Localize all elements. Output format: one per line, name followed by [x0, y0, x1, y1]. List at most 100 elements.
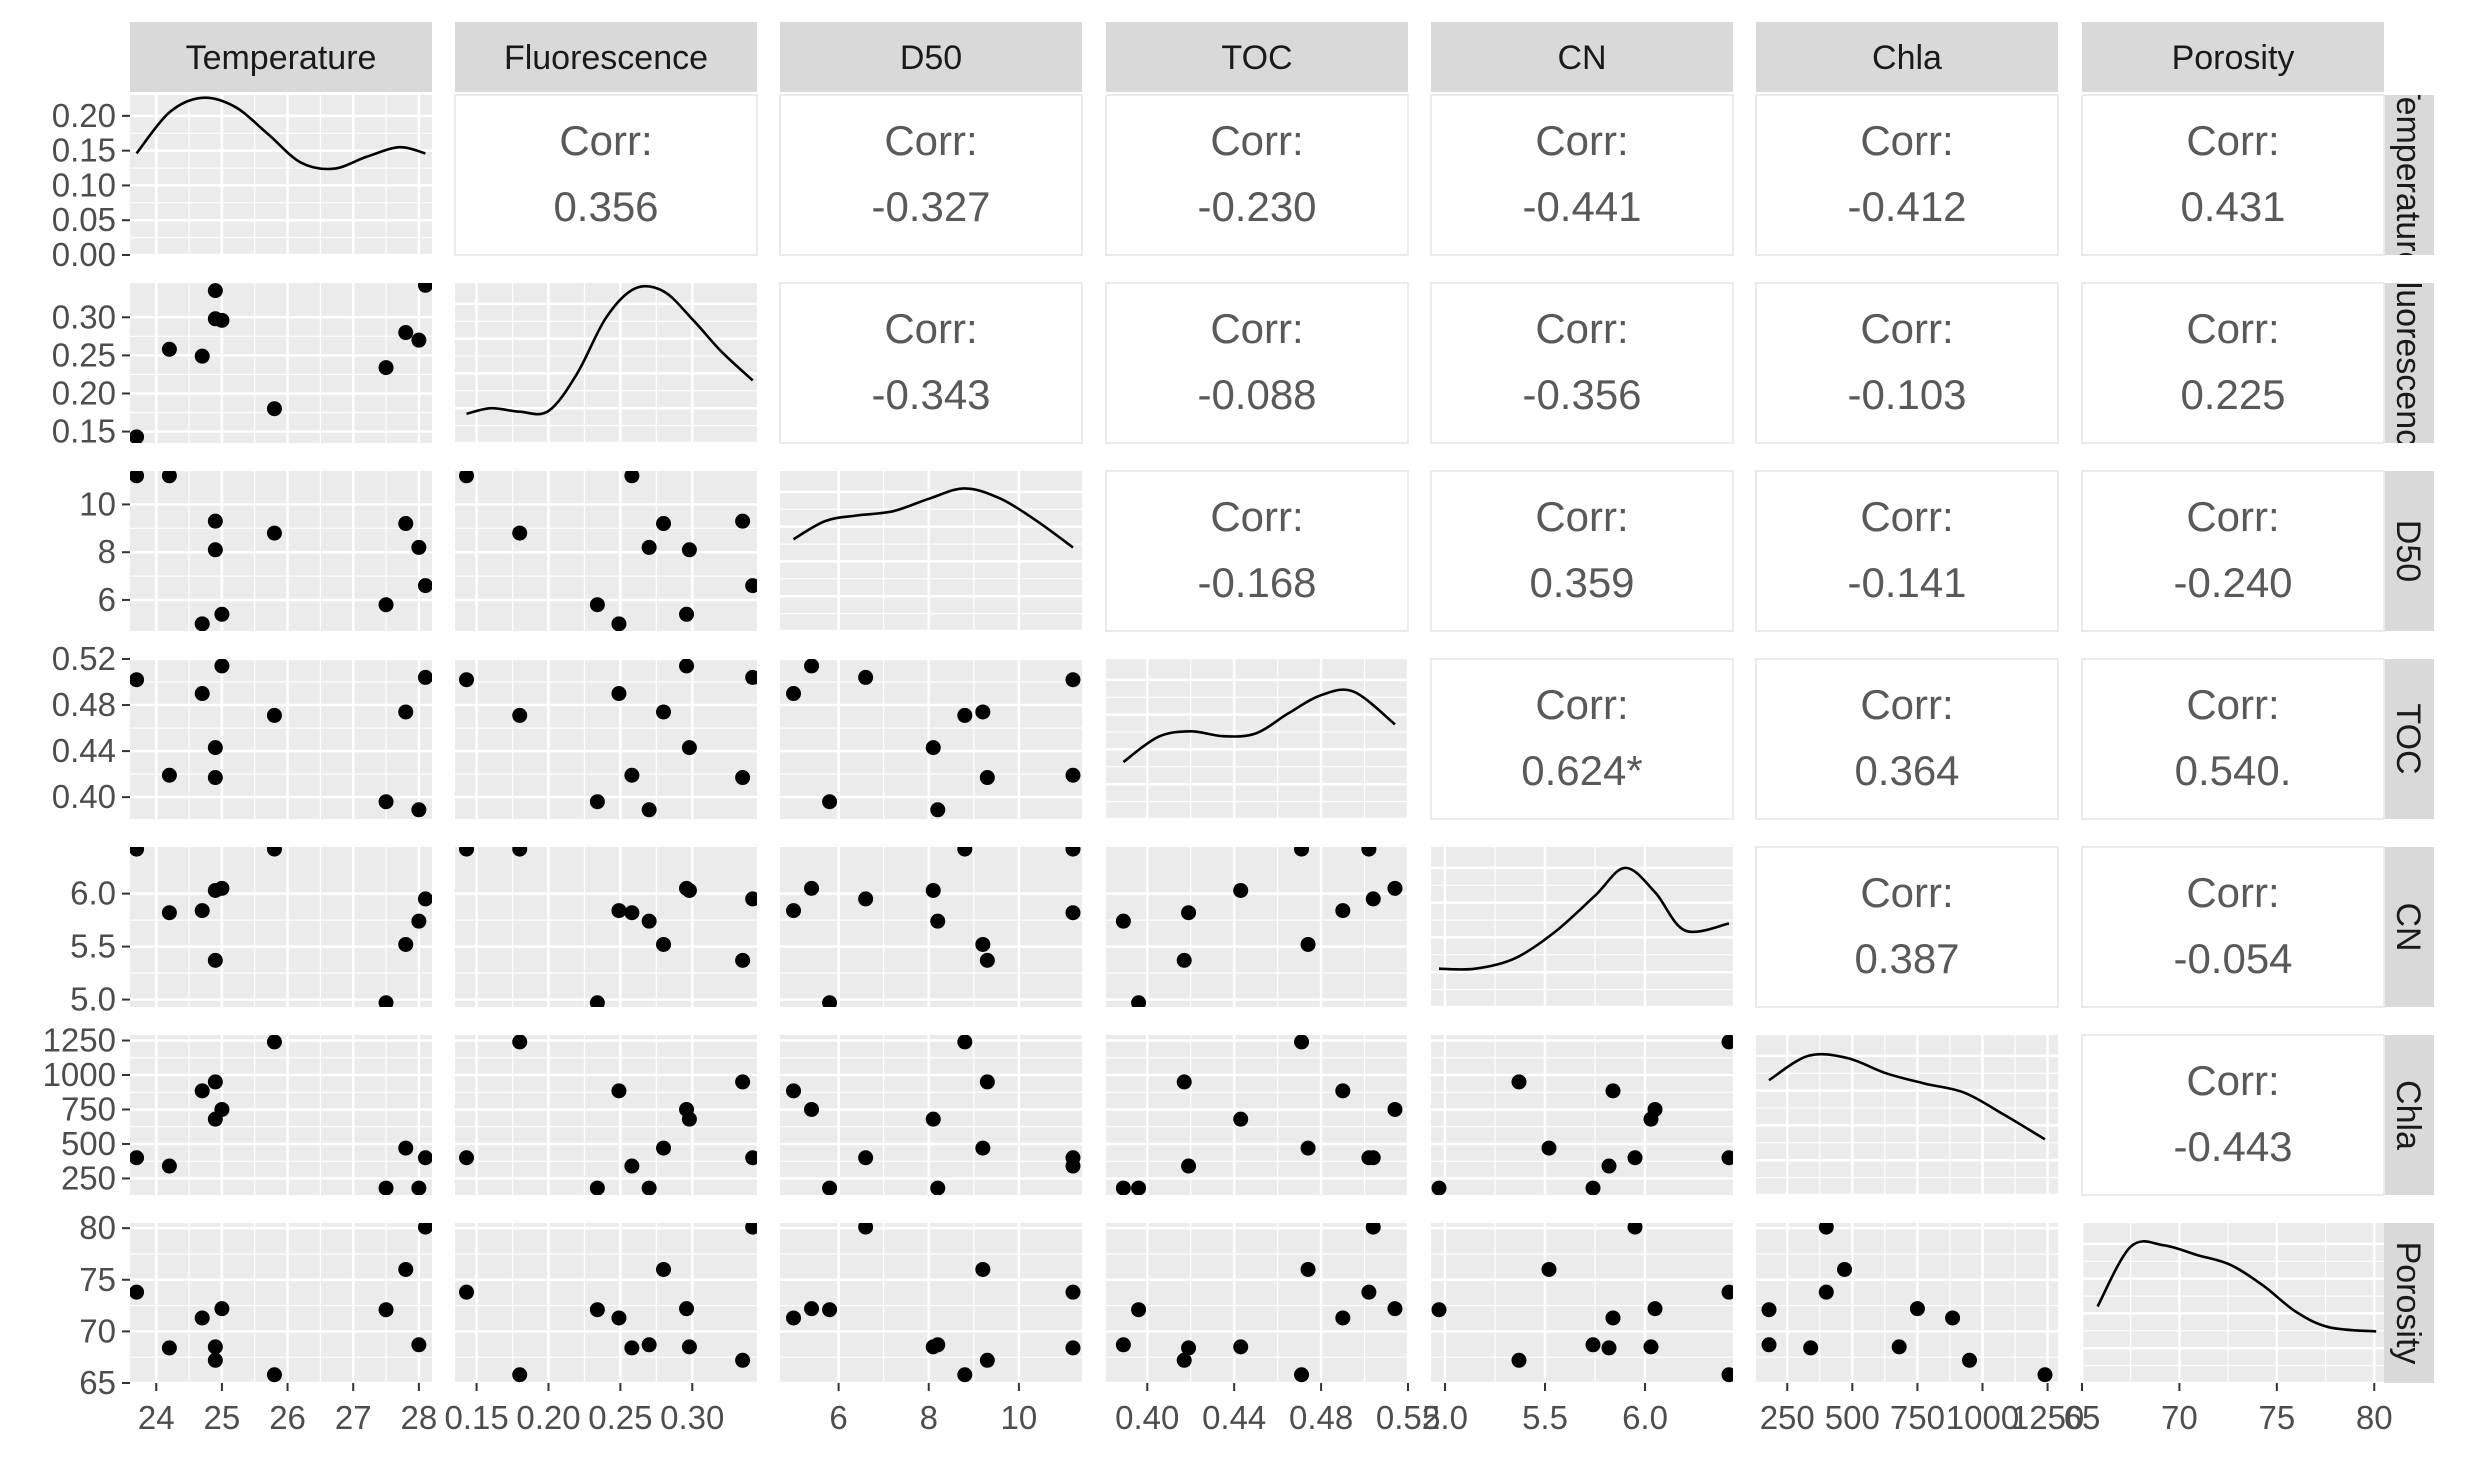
x-tick-label: 10 [1001, 1399, 1038, 1436]
scatter-point [679, 659, 695, 674]
panel-grid [455, 657, 757, 819]
scatter-point [975, 1140, 991, 1156]
corr-label: Corr: [884, 117, 977, 164]
scatter-point [459, 1150, 475, 1166]
scatter-point [589, 597, 605, 613]
scatter-point [194, 1083, 210, 1099]
scatter-point [1761, 1337, 1777, 1353]
y-tick-label: 8 [98, 533, 116, 570]
x-tick-label: 26 [269, 1399, 306, 1436]
scatter-point [930, 1337, 946, 1353]
scatter-point [161, 905, 177, 921]
column-strip [1431, 22, 1733, 92]
x-tick-label: 0.30 [660, 1399, 724, 1436]
row-label: Temperature [2389, 80, 2427, 271]
scatter-point [1365, 1223, 1381, 1235]
scatter-point [207, 952, 223, 968]
y-tick-label: 6 [98, 581, 116, 618]
x-tick-label: 0.48 [1289, 1399, 1353, 1436]
x-tick-label: 5.5 [1522, 1399, 1568, 1436]
scatter-point [735, 1074, 751, 1090]
scatter-point [804, 880, 820, 896]
scatter-point [656, 1261, 672, 1277]
row-label: Porosity [2389, 1242, 2427, 1365]
scatter-point [624, 1340, 640, 1356]
scatter-point [1300, 936, 1316, 952]
scatter-point [266, 707, 282, 723]
scatter-point [1601, 1340, 1617, 1356]
corr-value: -0.230 [1197, 183, 1316, 230]
scatter-point [194, 686, 210, 702]
y-tick-label: 80 [79, 1209, 116, 1246]
scatter-point [957, 1035, 973, 1050]
scatter-point [1176, 1352, 1192, 1368]
scatter-point [1541, 1140, 1557, 1156]
scatter-point [1294, 1367, 1310, 1383]
density-curve [135, 96, 426, 171]
scatter-point [975, 936, 991, 952]
scatter-point [611, 616, 627, 631]
corr-value: 0.540. [2175, 747, 2292, 794]
x-tick-label: 1250 [2011, 1399, 2084, 1436]
x-tick-label: 1000 [1946, 1399, 2019, 1436]
scatter-point [378, 360, 394, 376]
row-label: D50 [2389, 520, 2427, 582]
density-curve [1122, 688, 1396, 764]
corr-label: Corr: [2186, 117, 2279, 164]
x-tick-label: 0.25 [588, 1399, 652, 1436]
scatter-point [611, 1310, 627, 1326]
scatter-point [398, 1140, 414, 1156]
scatter-point [681, 542, 697, 558]
scatter-point [398, 516, 414, 532]
scatter-point [130, 847, 145, 857]
x-tick-label: 0.20 [516, 1399, 580, 1436]
scatter-point [266, 525, 282, 541]
row-strip [2384, 1035, 2434, 1195]
corr-panel [2081, 658, 2385, 820]
scatter-point [979, 1352, 995, 1368]
scatter-point [589, 794, 605, 810]
y-tick-label: 1000 [43, 1056, 116, 1093]
corr-label: Corr: [1210, 305, 1303, 352]
corr-label: Corr: [1860, 305, 1953, 352]
scatter-panel [1106, 847, 1408, 1007]
corr-value: -0.054 [2173, 935, 2292, 982]
scatter-point [930, 802, 946, 818]
y-tick-label: 0.52 [52, 640, 116, 677]
panel-grid [780, 1035, 1082, 1195]
scatter-point [858, 891, 874, 907]
column-strip [1106, 22, 1408, 92]
scatter-point [417, 891, 432, 907]
x-tick-label: 6.0 [1622, 1399, 1668, 1436]
scatter-point [1387, 880, 1403, 896]
scatter-point [207, 740, 223, 756]
corr-value: -0.168 [1197, 559, 1316, 606]
scatter-point [459, 847, 475, 857]
y-tick-label: 6.0 [70, 875, 116, 912]
scatter-point [681, 1339, 697, 1355]
scatter-point [1909, 1301, 1925, 1317]
scatter-point [1065, 1284, 1081, 1300]
scatter-panel [455, 1223, 757, 1383]
scatter-point [786, 1083, 802, 1099]
scatter-point [1115, 1337, 1131, 1353]
x-tick-label: 80 [2356, 1399, 2393, 1436]
scatter-point [979, 1074, 995, 1090]
scatter-point [1065, 1340, 1081, 1356]
corr-value: 0.624* [1521, 747, 1642, 794]
scatter-point [1837, 1261, 1853, 1277]
scatter-panel [455, 1035, 757, 1195]
scatter-point [130, 1150, 145, 1166]
scatter-point [745, 1223, 757, 1235]
scatter-point [1387, 1101, 1403, 1117]
scatter-point [1647, 1301, 1663, 1317]
y-tick-label: 75 [79, 1261, 116, 1298]
scatter-point [378, 1180, 394, 1195]
scatter-point [1115, 1180, 1131, 1195]
y-tick-label: 0.05 [52, 201, 116, 238]
panel-grid [1106, 847, 1410, 1007]
scatter-point [1431, 1302, 1447, 1318]
row-label: CN [2389, 902, 2427, 951]
scatter-point [214, 606, 230, 622]
scatter-point [641, 1337, 657, 1353]
